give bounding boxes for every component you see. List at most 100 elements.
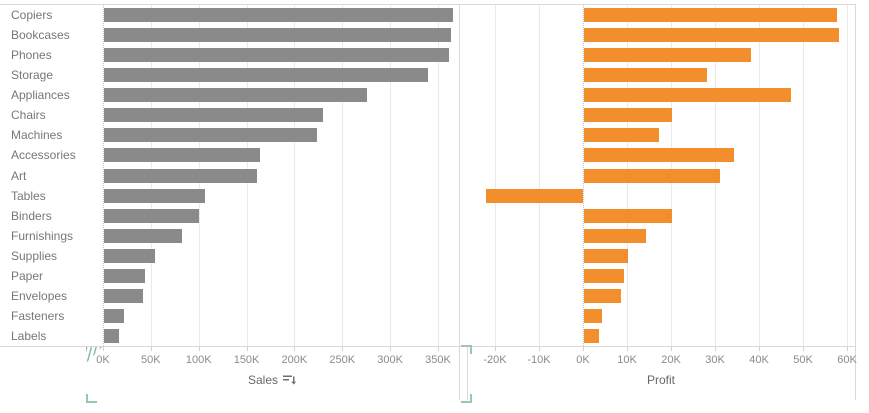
row-header-label[interactable]: Paper <box>11 268 44 283</box>
sales-bar[interactable] <box>104 328 120 343</box>
gridline <box>294 5 296 346</box>
profit-bar[interactable] <box>584 108 672 123</box>
sales-bar[interactable] <box>104 168 258 183</box>
axis-tick <box>246 347 248 351</box>
profit-bar[interactable] <box>584 328 600 343</box>
row-header-label[interactable]: Envelopes <box>11 288 68 303</box>
profit-bar[interactable] <box>584 48 752 63</box>
sales-bar[interactable] <box>104 88 368 103</box>
profit-bar[interactable] <box>584 88 791 103</box>
axis-tick-label: 0K <box>576 354 590 366</box>
sales-bar[interactable] <box>104 48 449 63</box>
gridline <box>847 5 848 346</box>
sales-bar[interactable] <box>104 28 452 43</box>
axis-tick-label: 50K <box>793 354 813 366</box>
profit-axis-title-area[interactable]: Profit <box>467 373 855 387</box>
axis-tick-label: 60K <box>837 354 857 366</box>
sales-bar[interactable] <box>104 188 206 203</box>
sales-bar[interactable] <box>104 228 182 243</box>
sales-bar[interactable] <box>104 68 429 83</box>
sort-descending-icon[interactable] <box>283 374 297 387</box>
axis-tick <box>150 347 152 351</box>
axis-tick-label: 250K <box>329 354 356 366</box>
profit-bar[interactable] <box>584 28 840 43</box>
axis-tick <box>671 347 672 351</box>
axis-tick <box>715 347 716 351</box>
gridline <box>437 5 439 346</box>
profit-bar[interactable] <box>584 308 602 323</box>
row-header-label[interactable]: Furnishings <box>11 228 74 243</box>
sales-bar[interactable] <box>104 308 125 323</box>
sales-bar[interactable] <box>104 208 199 223</box>
gridline <box>759 5 760 346</box>
axis-tick <box>390 347 392 351</box>
profit-axis-title: Profit <box>646 373 675 387</box>
profit-bar[interactable] <box>584 168 721 183</box>
axis-tick-label: 30K <box>705 354 725 366</box>
sales-bar[interactable] <box>104 108 324 123</box>
gridline <box>803 5 804 346</box>
axis-tick-label: 100K <box>185 354 212 366</box>
axis-tick-label: 200K <box>281 354 308 366</box>
zero-gridline <box>583 5 584 346</box>
profit-bar[interactable] <box>486 188 583 203</box>
row-header-label[interactable]: Machines <box>11 128 63 143</box>
selection-corner-bracket <box>86 394 97 403</box>
profit-bar[interactable] <box>584 128 659 143</box>
sales-chart-pane[interactable] <box>86 5 459 346</box>
axis-tick-label: 350K <box>425 354 451 366</box>
row-header-label[interactable]: Phones <box>11 48 52 63</box>
profit-pane-right-border <box>855 4 856 400</box>
zero-gridline <box>103 5 104 346</box>
axis-tick <box>803 347 804 351</box>
profit-bar[interactable] <box>584 148 734 163</box>
axis-tick <box>627 347 628 351</box>
row-header-label[interactable]: Art <box>11 168 27 183</box>
axis-tick <box>583 347 584 351</box>
row-header-label[interactable]: Binders <box>11 208 52 223</box>
row-header-label[interactable]: Labels <box>11 328 47 343</box>
selection-corner-bracket <box>461 345 472 354</box>
sales-axis-title-area[interactable]: Sales <box>86 373 459 387</box>
axis-tick <box>539 347 540 351</box>
row-header-label[interactable]: Fasteners <box>11 308 65 323</box>
axis-tick <box>495 347 496 351</box>
axis-tick-label: 20K <box>661 354 681 366</box>
sales-bar[interactable] <box>104 268 146 283</box>
row-header-label[interactable]: Copiers <box>11 8 53 23</box>
sales-bar[interactable] <box>104 288 144 303</box>
profit-bar[interactable] <box>584 68 708 83</box>
profit-chart-pane[interactable] <box>467 5 855 346</box>
row-header-label[interactable]: Chairs <box>11 108 46 123</box>
profit-bar[interactable] <box>584 268 624 283</box>
sales-pane-right-border <box>459 4 460 400</box>
gridline <box>495 5 496 346</box>
row-header-label[interactable]: Bookcases <box>11 28 70 43</box>
axis-tick <box>198 347 200 351</box>
gridline <box>539 5 540 346</box>
selection-corner-bracket <box>461 394 472 403</box>
axis-tick-label: -20K <box>483 354 507 366</box>
axis-tick <box>847 347 848 351</box>
row-header-label[interactable]: Accessories <box>11 148 76 163</box>
axis-tick <box>103 347 104 351</box>
sales-bar[interactable] <box>104 248 155 263</box>
gridline <box>342 5 344 346</box>
profit-bar[interactable] <box>584 228 646 243</box>
profit-bar[interactable] <box>584 288 622 303</box>
axis-tick <box>342 347 344 351</box>
row-header-label[interactable]: Tables <box>11 188 46 203</box>
row-header-label[interactable]: Storage <box>11 68 54 83</box>
sales-bar[interactable] <box>104 128 318 143</box>
profit-bar[interactable] <box>584 248 628 263</box>
row-header-label[interactable]: Appliances <box>11 88 70 103</box>
axis-tick-label: 0K <box>96 354 110 366</box>
profit-bar[interactable] <box>584 8 837 23</box>
axis-tick-label: -10K <box>527 354 551 366</box>
sales-bar[interactable] <box>104 148 260 163</box>
axis-tick <box>759 347 760 351</box>
profit-bar[interactable] <box>584 208 672 223</box>
sales-bar[interactable] <box>104 8 454 23</box>
row-header-label[interactable]: Supplies <box>11 248 58 263</box>
axis-tick-label: 50K <box>141 354 161 366</box>
